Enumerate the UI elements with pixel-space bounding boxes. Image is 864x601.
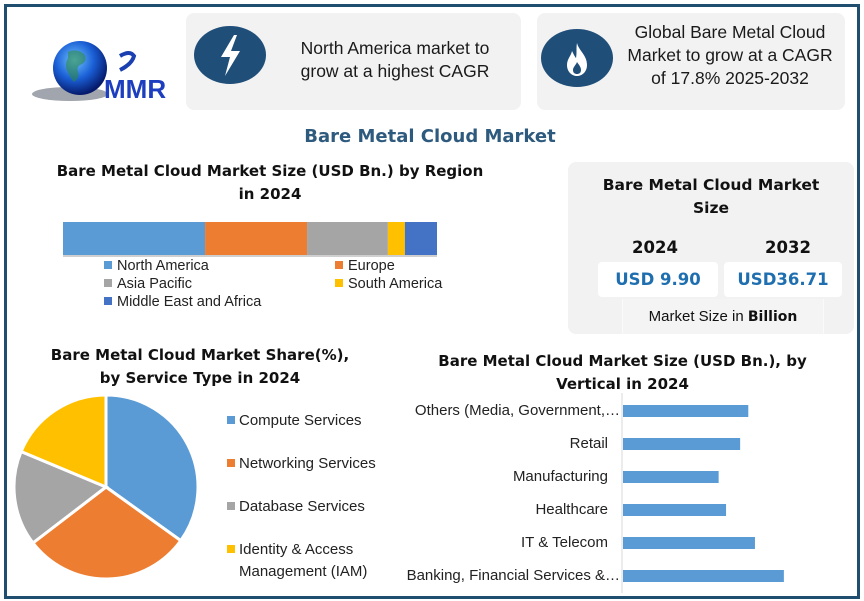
legend-label: Database Services: [239, 498, 365, 515]
vertical-category-label: Healthcare: [535, 501, 608, 518]
legend-label: Europe: [348, 258, 395, 274]
vertical-category-label: Others (Media, Government,…: [414, 402, 620, 419]
vertical-bar: [623, 570, 784, 582]
legend-label: Identity & Access: [239, 541, 354, 558]
market-size-title: Bare Metal Cloud Market Size: [568, 174, 854, 220]
vertical-bar-chart: [621, 393, 784, 593]
title-line: in 2024: [238, 185, 302, 203]
card-text-line: Market to grow at a CAGR: [627, 45, 833, 65]
unit-prefix: Market Size in: [648, 308, 748, 325]
year-2024-label: 2024: [632, 238, 678, 257]
pie-legend-item: Identity & Access Management (IAM): [227, 539, 367, 583]
card-text-line: North America market to: [300, 38, 490, 58]
legend-label: Middle East and Africa: [117, 294, 262, 310]
title-line: Bare Metal Cloud Market Share(%),: [50, 346, 350, 364]
region-legend-item: North America: [104, 258, 209, 274]
pie-slice-identity-access-management-iam: [19, 393, 108, 490]
pie-slice-networking-services: [30, 485, 183, 581]
vertical-bar: [623, 537, 755, 549]
title-line: Bare Metal Cloud Market Size (USD Bn.), …: [438, 352, 807, 370]
region-legend-item: Europe: [335, 258, 395, 274]
legend-label: Management (IAM): [239, 563, 368, 580]
vertical-chart-title: Bare Metal Cloud Market Size (USD Bn.), …: [420, 350, 825, 396]
unit-note: Market Size in Billion: [622, 299, 824, 334]
unit-bold: Billion: [747, 309, 798, 325]
card-text-line: Global Bare Metal Cloud: [634, 22, 826, 42]
service-type-pie-chart: [12, 393, 200, 581]
title-line: Vertical in 2024: [556, 375, 689, 393]
value-2032: USD36.71: [724, 262, 842, 297]
legend-label: South America: [348, 276, 443, 292]
vertical-bar: [623, 438, 741, 450]
legend-swatch: [227, 459, 235, 467]
vertical-bar: [623, 471, 719, 483]
region-legend-item: Asia Pacific: [104, 276, 192, 292]
highlight-card-north-america: North America market to grow at a highes…: [186, 13, 521, 110]
card-text-line: of 17.8% 2025-2032: [651, 68, 809, 88]
pie-legend-item: Database Services: [227, 496, 365, 518]
flame-icon: [541, 29, 613, 87]
vertical-bar: [623, 405, 749, 417]
region-legend-item: Middle East and Africa: [104, 294, 261, 310]
legend-swatch: [227, 502, 235, 510]
market-size-panel: Bare Metal Cloud Market Size 2024 2032 U…: [568, 162, 854, 334]
legend-label: Networking Services: [239, 455, 376, 472]
title-line: by Service Type in 2024: [99, 369, 301, 387]
lightning-icon: [194, 26, 266, 84]
title-line: Bare Metal Cloud Market: [602, 176, 820, 194]
vertical-category-label: IT & Telecom: [521, 534, 608, 551]
region-stacked-bar-chart: [63, 222, 437, 257]
vertical-bar: [623, 504, 727, 516]
globe-logo-icon: MMR: [32, 41, 166, 104]
card-text-line: grow at a highest CAGR: [300, 61, 490, 81]
pie-chart-title: Bare Metal Cloud Market Share(%), by Ser…: [40, 344, 360, 390]
legend-swatch: [104, 261, 112, 269]
bar-shadow: [63, 255, 437, 257]
legend-swatch: [335, 261, 343, 269]
vertical-category-label: Retail: [569, 435, 608, 452]
legend-label: North America: [117, 258, 209, 274]
page-title: Bare Metal Cloud Market: [304, 126, 556, 147]
legend-swatch: [335, 279, 343, 287]
pie-legend-item: Networking Services: [227, 453, 376, 475]
card-text: North America market to grow at a highes…: [276, 37, 514, 83]
legend-swatch: [227, 545, 235, 553]
mmr-logo: MMR: [30, 38, 180, 108]
region-bar-segment-north-america: [63, 222, 206, 255]
pie-slice-compute-services: [104, 393, 200, 543]
pie-legend-item: Compute Services: [227, 410, 362, 432]
region-bar-segment-south-america: [387, 222, 405, 255]
logo-text: MMR: [104, 74, 166, 104]
legend-label: Asia Pacific: [117, 276, 192, 292]
value-2024: USD 9.90: [598, 262, 718, 297]
region-bar-segment-middle-east-and-africa: [404, 222, 437, 255]
card-text: Global Bare Metal Cloud Market to grow a…: [619, 21, 841, 90]
region-bar-segment-asia-pacific: [307, 222, 388, 255]
legend-label: Compute Services: [239, 412, 362, 429]
year-2032-label: 2032: [765, 238, 811, 257]
legend-swatch: [104, 297, 112, 305]
highlight-card-cagr: Global Bare Metal Cloud Market to grow a…: [537, 13, 845, 110]
vertical-category-label: Banking, Financial Services &…: [406, 567, 620, 584]
region-bar-segment-europe: [205, 222, 308, 255]
legend-swatch: [227, 416, 235, 424]
legend-swatch: [104, 279, 112, 287]
outer-frame: [4, 4, 860, 599]
vertical-category-label: Manufacturing: [512, 468, 608, 485]
title-line: Size: [692, 199, 729, 217]
title-line: Bare Metal Cloud Market Size (USD Bn.) b…: [56, 162, 484, 180]
region-chart-title: Bare Metal Cloud Market Size (USD Bn.) b…: [40, 160, 500, 206]
pie-slice-database-services: [12, 449, 109, 546]
region-legend-item: South America: [335, 276, 442, 292]
